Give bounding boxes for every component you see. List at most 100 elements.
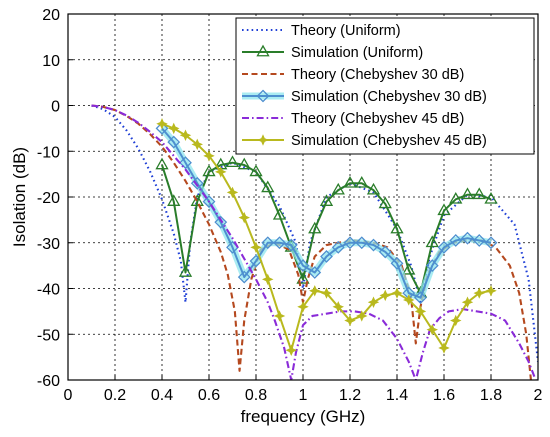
data-point [390,221,404,234]
data-point [473,287,485,299]
y-tick-label: -30 [37,236,60,253]
data-point [191,138,203,151]
series-layer [91,104,538,380]
y-tick-label: -20 [37,190,60,207]
data-point [250,241,262,254]
data-point [202,195,216,208]
data-point [367,296,380,308]
series-6 [156,118,497,356]
data-point [331,182,345,195]
data-point [262,273,274,286]
y-axis-label: Isolation (dB) [10,147,29,247]
data-point [156,118,168,130]
data-point [343,175,357,188]
data-point [296,272,310,284]
data-point [414,291,427,305]
series-line [161,127,492,299]
data-point [450,314,462,327]
x-tick-label: 1 [299,387,308,404]
x-tick-label: 0.8 [245,387,267,404]
y-tick-label: 20 [42,7,60,24]
data-point [437,203,451,216]
plot-frame [67,13,539,381]
data-point [461,231,474,245]
data-point [237,270,251,284]
data-point [309,285,321,297]
series-line [91,104,538,362]
legend-label: Simulation (Uniform) [291,45,423,61]
data-point [273,236,286,250]
y-tick-label: 0 [51,99,60,116]
data-point [403,294,415,306]
data-point [378,245,392,259]
data-point [178,265,193,277]
data-point [367,238,380,252]
data-point [366,182,381,195]
tick-labels: 0 0.2 0.4 0.6 0.8 1 1.2 1.4 1.6 1.8 2 20 10 0 -10 -20 -3… [37,7,543,404]
x-tick-label: 1.6 [433,387,455,404]
data-point [261,180,275,193]
data-point [332,301,344,313]
data-point [179,129,192,141]
y-tick-label: -60 [37,373,60,390]
data-point [331,240,345,254]
data-point [202,164,216,177]
data-point [460,187,475,200]
x-tick-label: 2 [534,387,543,404]
series-line [91,104,537,380]
y-tick-label: 10 [42,53,60,70]
x-tick-label: 1.2 [339,387,361,404]
data-point [179,156,192,170]
data-point [215,166,227,178]
data-point [273,310,286,322]
data-point [344,314,356,327]
data-point [390,256,404,270]
data-point [297,301,309,313]
data-point [308,221,322,234]
data-point [249,164,263,177]
x-tick-label: 0.6 [198,387,220,404]
data-point [320,250,333,263]
data-point [472,187,486,200]
data-point [426,323,438,336]
data-point [449,191,463,204]
data-point [225,155,240,168]
legend-marker [256,89,270,103]
data-point [308,266,322,279]
data-point [214,215,228,229]
data-point [414,305,427,318]
data-point [461,296,474,308]
data-point [484,236,498,250]
data-point [226,186,239,199]
data-point [356,310,368,322]
y-tick-label: -10 [37,144,60,161]
data-point [472,234,486,247]
series-4 [155,121,498,305]
data-point [237,157,251,170]
data-point [168,122,180,135]
series-5 [91,104,537,380]
data-point [402,262,416,275]
x-tick-label: 0.2 [104,387,126,404]
data-point [261,236,275,250]
legend-label: Simulation (Chebyshev 30 dB) [291,89,487,105]
legend-label: Theory (Chebyshev 45 dB) [291,111,464,127]
x-tick-label: 0 [64,387,73,404]
data-point [272,207,287,220]
x-tick-label: 1.8 [480,387,502,404]
x-tick-label: 1.4 [386,387,408,404]
legend-label: Simulation (Chebyshev 45 dB) [291,133,487,149]
legend-label: Theory (Chebyshev 30 dB) [291,67,464,83]
data-point [190,194,204,206]
y-tick-label: -50 [37,327,60,344]
data-point [203,150,215,162]
data-point [355,175,369,188]
data-point [285,344,297,356]
x-axis-label: frequency (GHz) [241,407,366,426]
data-point [155,157,169,170]
data-point [379,289,391,302]
data-point [167,194,181,206]
data-point [485,285,497,297]
data-point [449,234,463,247]
